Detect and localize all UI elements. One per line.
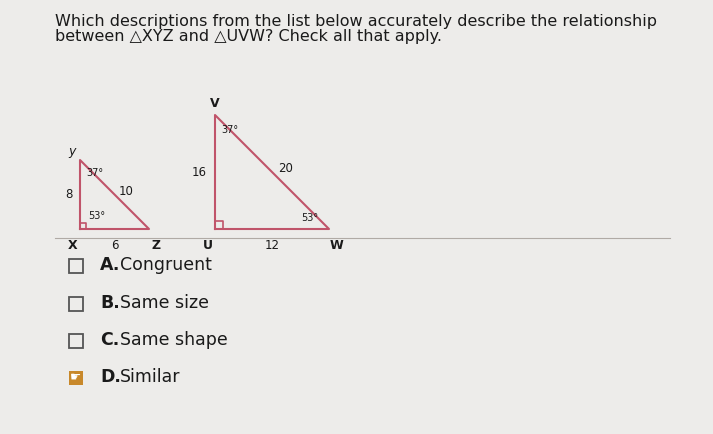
Text: Similar: Similar	[120, 368, 180, 386]
Text: B.: B.	[100, 294, 120, 312]
Text: 12: 12	[265, 239, 279, 252]
Bar	[69, 334, 83, 348]
Text: 37°: 37°	[86, 168, 103, 178]
Text: 8: 8	[66, 188, 73, 201]
Text: W: W	[329, 239, 343, 252]
Text: V: V	[210, 97, 220, 110]
Text: 53°: 53°	[301, 213, 318, 223]
Text: 20: 20	[278, 161, 293, 174]
Text: U: U	[203, 239, 213, 252]
Text: 10: 10	[118, 185, 133, 198]
Text: 53°: 53°	[88, 211, 105, 221]
Text: ☛: ☛	[71, 371, 81, 384]
Text: Z: Z	[151, 239, 160, 252]
Text: Congruent: Congruent	[120, 256, 212, 274]
Text: A.: A.	[100, 256, 120, 274]
Text: 16: 16	[192, 165, 207, 178]
Text: between △XYZ and △UVW? Check all that apply.: between △XYZ and △UVW? Check all that ap…	[55, 29, 442, 44]
Text: D.: D.	[100, 368, 121, 386]
Bar	[69, 259, 83, 273]
Text: Same size: Same size	[120, 294, 209, 312]
Bar	[69, 371, 83, 385]
Text: Which descriptions from the list below accurately describe the relationship: Which descriptions from the list below a…	[55, 14, 657, 29]
Text: y: y	[68, 145, 76, 158]
Text: X: X	[68, 239, 78, 252]
Text: C.: C.	[100, 331, 119, 349]
Text: 6: 6	[111, 239, 118, 252]
Text: 37°: 37°	[221, 125, 238, 135]
Text: Same shape: Same shape	[120, 331, 227, 349]
Bar	[69, 297, 83, 311]
